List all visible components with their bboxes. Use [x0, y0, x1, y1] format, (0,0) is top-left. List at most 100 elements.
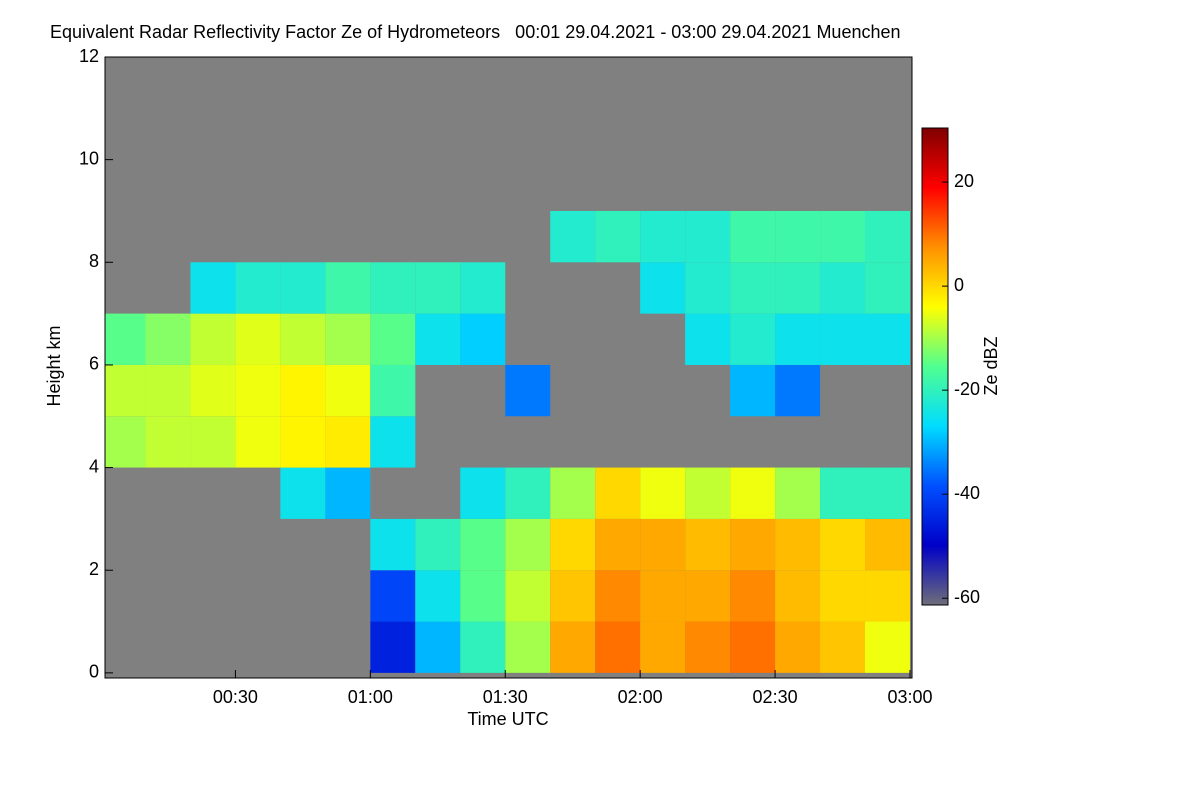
- heat-cell: [370, 313, 416, 365]
- heat-cell: [775, 621, 821, 673]
- heat-cell: [685, 313, 731, 365]
- heat-cell: [595, 467, 641, 519]
- heat-cell: [550, 621, 596, 673]
- heat-cell: [370, 570, 416, 622]
- heat-cell: [460, 621, 506, 673]
- heat-cell: [775, 313, 821, 365]
- heat-cell: [775, 467, 821, 519]
- heat-cell: [730, 313, 776, 365]
- heat-cell: [820, 467, 866, 519]
- heat-cell: [820, 570, 866, 622]
- y-tick-label: 10: [79, 148, 99, 168]
- heat-cell: [865, 570, 910, 622]
- heat-cell: [145, 364, 191, 417]
- heat-cell: [730, 210, 776, 263]
- heat-cell: [505, 518, 551, 571]
- heat-cell: [820, 210, 866, 263]
- x-tick-label: 03:00: [887, 687, 932, 707]
- heat-cell: [685, 262, 731, 314]
- heat-cell: [415, 570, 461, 622]
- y-tick-label: 8: [89, 251, 99, 271]
- heat-cell: [370, 416, 416, 468]
- heat-cell: [235, 262, 281, 314]
- heat-cell: [550, 518, 596, 571]
- colorbar: [921, 127, 949, 606]
- heat-cell: [190, 416, 236, 468]
- heat-cell: [325, 364, 371, 417]
- heat-cell: [595, 210, 641, 263]
- heat-cell: [145, 313, 191, 365]
- heat-cell: [280, 467, 326, 519]
- heat-cell: [550, 467, 596, 519]
- x-tick-label: 02:00: [618, 687, 663, 707]
- heat-cell: [640, 210, 686, 263]
- heat-cell: [685, 518, 731, 571]
- heat-cell: [415, 518, 461, 571]
- colorbar-tick-label: 0: [954, 275, 964, 295]
- heat-cell: [190, 313, 236, 365]
- heat-cell: [280, 262, 326, 314]
- heat-cell: [820, 262, 866, 314]
- heat-cell: [235, 416, 281, 468]
- heat-cell: [730, 467, 776, 519]
- heat-cell: [415, 262, 461, 314]
- heat-cell: [370, 518, 416, 571]
- x-tick-label: 00:30: [213, 687, 258, 707]
- heat-cell: [460, 467, 506, 519]
- heat-cell: [595, 570, 641, 622]
- colorbar-tick-label: 20: [954, 171, 974, 191]
- heat-cell: [460, 518, 506, 571]
- heat-cell: [730, 518, 776, 571]
- heat-cell: [820, 313, 866, 365]
- heat-cell: [105, 416, 146, 468]
- heat-cell: [685, 621, 731, 673]
- heat-cell: [685, 570, 731, 622]
- heat-cell: [865, 467, 910, 519]
- heat-cell: [730, 262, 776, 314]
- heat-cell: [865, 210, 910, 263]
- heat-cell: [865, 313, 910, 365]
- colorbar-tick-label: -60: [954, 587, 980, 607]
- heat-cell: [595, 621, 641, 673]
- heat-cell: [325, 313, 371, 365]
- heat-cell: [550, 210, 596, 263]
- heat-cell: [640, 262, 686, 314]
- heat-cell: [730, 364, 776, 417]
- y-tick-label: 4: [89, 456, 99, 476]
- heat-cell: [105, 313, 146, 365]
- heat-cell: [325, 262, 371, 314]
- heat-cell: [865, 621, 910, 673]
- heat-cell: [775, 262, 821, 314]
- colorbar-tick-label: -40: [954, 483, 980, 503]
- y-tick-label: 2: [89, 559, 99, 579]
- x-axis-label: Time UTC: [467, 709, 548, 729]
- heat-cell: [460, 570, 506, 622]
- heat-cell: [775, 364, 821, 417]
- heat-cell: [460, 262, 506, 314]
- heat-cell: [460, 313, 506, 365]
- heat-cell: [370, 621, 416, 673]
- plot-frame: [104, 56, 913, 679]
- heat-cell: [370, 364, 416, 417]
- chart-title: Equivalent Radar Reflectivity Factor Ze …: [50, 22, 901, 42]
- heat-cell: [865, 262, 910, 314]
- heat-cell: [505, 467, 551, 519]
- heat-cell: [775, 570, 821, 622]
- y-tick-label: 12: [79, 46, 99, 66]
- colorbar-tick-label: -20: [954, 379, 980, 399]
- heat-cell: [685, 210, 731, 263]
- heat-cell: [190, 262, 236, 314]
- heat-cell: [505, 570, 551, 622]
- heat-cell: [415, 313, 461, 365]
- heat-cell: [280, 313, 326, 365]
- heat-cell: [775, 210, 821, 263]
- heat-cell: [325, 467, 371, 519]
- heat-cell: [820, 518, 866, 571]
- heat-cell: [820, 621, 866, 673]
- heat-cell: [280, 364, 326, 417]
- heat-cell: [685, 467, 731, 519]
- heat-cell: [550, 570, 596, 622]
- heat-cell: [505, 364, 551, 417]
- x-tick-label: 01:30: [483, 687, 528, 707]
